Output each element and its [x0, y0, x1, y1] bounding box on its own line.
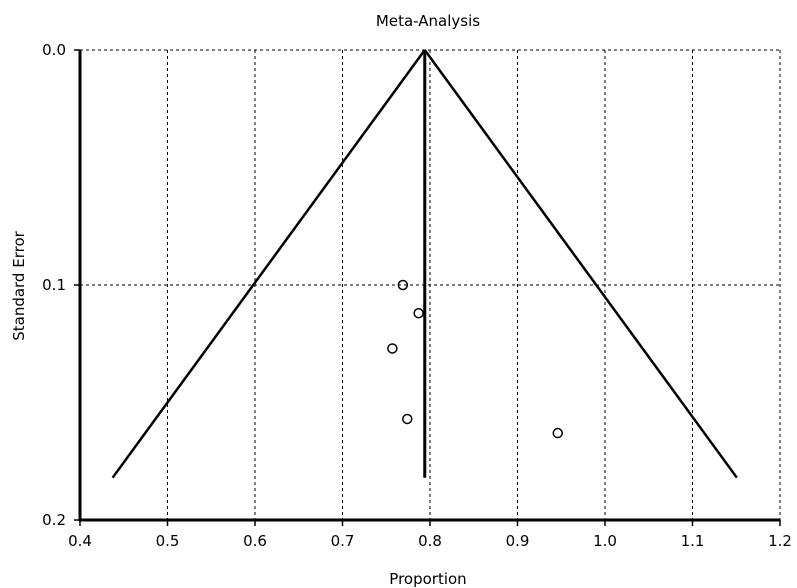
study-point — [387, 343, 398, 354]
study-point — [397, 279, 409, 291]
data-points — [387, 279, 563, 439]
study-point — [413, 307, 424, 319]
study-point — [402, 413, 413, 425]
x-tick-label: 1.1 — [681, 532, 705, 550]
y-tick-label: 0.2 — [42, 511, 66, 529]
y-tick-label: 0.0 — [42, 41, 66, 59]
x-tick-label: 0.7 — [331, 532, 355, 550]
tick-labels: 0.4 0.5 0.6 0.7 0.8 0.9 1.0 1.1 1.2 0.0 0.1 0.2 — [42, 41, 792, 550]
x-tick-label: 0.8 — [418, 532, 442, 550]
chart-title: Meta-Analysis — [376, 12, 480, 30]
x-tick-label: 0.4 — [68, 532, 92, 550]
study-point — [552, 427, 563, 439]
y-axis-label: Standard Error — [10, 230, 28, 340]
grid — [79, 49, 781, 521]
x-tick-label: 1.2 — [768, 532, 792, 550]
x-tick-label: 0.6 — [243, 532, 267, 550]
x-tick-label: 0.9 — [506, 532, 530, 550]
x-tick-label: 1.0 — [593, 532, 617, 550]
funnel-right-line — [423, 49, 738, 479]
x-axis-label: Proportion — [389, 570, 466, 588]
funnel-left-line — [111, 49, 426, 479]
y-tick-label: 0.1 — [42, 276, 66, 294]
funnel-lines — [111, 49, 738, 479]
x-tick-label: 0.5 — [156, 532, 180, 550]
axes — [74, 49, 781, 526]
